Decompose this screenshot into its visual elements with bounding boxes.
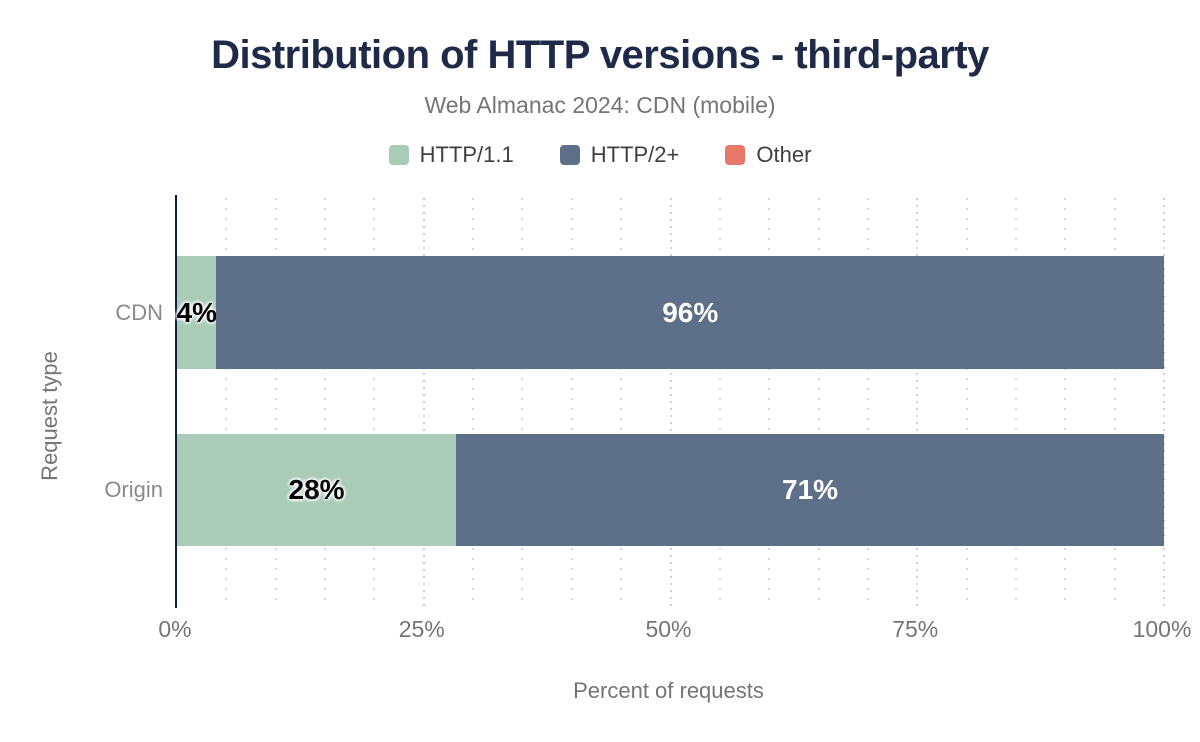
legend-label: Other (756, 142, 812, 167)
bar-value-label: 71% (782, 474, 839, 505)
x-tick-label-100: 100% (1132, 616, 1192, 642)
x-tick-label-0: 0% (158, 616, 192, 642)
bar-value-label: 4% (176, 296, 217, 328)
legend-item-http11: HTTP/1.1 (388, 142, 514, 168)
bar-segment-http11: 4% (176, 256, 217, 369)
x-tick-label-50: 50% (645, 616, 692, 642)
legend-swatch-other (725, 145, 746, 165)
chart-subtitle: Web Almanac 2024: CDN (mobile) (424, 92, 776, 118)
bar-segment-http2: 71% (456, 434, 1164, 546)
legend-swatch-http2 (559, 145, 580, 165)
x-tick-label-25: 25% (398, 616, 445, 642)
legend-item-other: Other (725, 142, 811, 168)
bar-segment-http11: 28% (177, 434, 457, 546)
bar-row-cdn: 4% 96% (177, 256, 1164, 369)
bar-segment-http2: 96% (216, 256, 1164, 369)
legend-label: HTTP/1.1 (419, 142, 514, 167)
legend: HTTP/1.1 HTTP/2+ Other (0, 142, 1200, 168)
category-label-origin: Origin (104, 477, 163, 502)
x-axis-title: Percent of requests (573, 678, 764, 703)
y-axis-title: Request type (37, 351, 62, 481)
legend-item-http2: HTTP/2+ (559, 142, 680, 168)
legend-label: HTTP/2+ (590, 142, 680, 167)
category-label-cdn: CDN (115, 299, 163, 325)
bar-value-label: 96% (662, 296, 719, 328)
chart-title: Distribution of HTTP versions - third-pa… (211, 33, 989, 77)
legend-swatch-http11 (388, 145, 409, 165)
x-tick-label-75: 75% (892, 616, 939, 642)
bar-row-origin: 28% 71% (177, 434, 1164, 546)
plot-area: 4% 96% 28% 71% (175, 195, 1165, 608)
bar-value-label: 28% (288, 474, 345, 505)
